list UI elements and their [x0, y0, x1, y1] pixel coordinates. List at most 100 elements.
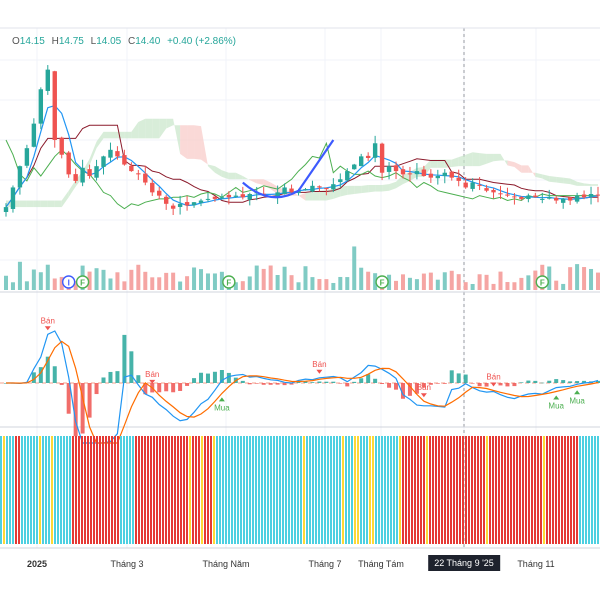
macd-histogram-bar: [554, 379, 559, 383]
strip-bar: [288, 436, 290, 544]
volume-bar: [199, 269, 204, 290]
volume-bar: [108, 278, 113, 290]
cloud-segment: [472, 152, 480, 167]
macd-histogram-bar: [226, 372, 231, 383]
strip-bar: [540, 436, 542, 544]
strip-bar: [168, 436, 170, 544]
candle-body: [24, 148, 30, 166]
macd-histogram-bar: [171, 383, 176, 393]
strip-bar: [588, 436, 590, 544]
crosshair-date-label: 22 Tháng 9 '25: [428, 555, 500, 571]
strip-bar: [195, 436, 197, 544]
strip-bar: [27, 436, 29, 544]
cloud-segment: [500, 153, 508, 166]
macd-histogram-bar: [164, 383, 169, 392]
volume-bar: [87, 271, 92, 290]
candle-body: [331, 184, 336, 190]
macd-histogram-bar: [143, 383, 148, 395]
cloud-segment: [221, 170, 229, 180]
cloud-segment: [103, 131, 111, 139]
volume-bar: [338, 276, 343, 290]
macd-histogram-bar: [575, 381, 580, 383]
strip-bar: [57, 436, 59, 544]
strip-bar: [240, 436, 242, 544]
macd-histogram-bar: [178, 383, 183, 391]
candle-body: [66, 152, 71, 175]
cloud-segment: [521, 165, 529, 173]
cloud-segment: [256, 179, 264, 185]
candle-body: [338, 179, 343, 183]
strip-bar: [192, 436, 194, 544]
candle-body: [554, 197, 559, 201]
low-label: L: [90, 36, 97, 47]
strip-bar: [597, 436, 599, 544]
strip-bar: [369, 436, 371, 544]
strip-bar: [372, 436, 374, 544]
cloud-segment: [451, 157, 459, 167]
candle-body: [226, 194, 232, 198]
strip-bar: [567, 436, 569, 544]
volume-bar: [428, 272, 433, 290]
macd-histogram-bar: [407, 383, 412, 396]
macd-histogram-bar: [568, 381, 573, 383]
strip-bar: [54, 436, 56, 544]
strip-bar: [198, 436, 200, 544]
volume-bar: [164, 272, 169, 290]
candle-body: [52, 71, 57, 140]
volume-bar: [310, 277, 315, 290]
strip-bar: [516, 436, 518, 544]
volume-bar: [240, 281, 245, 290]
strip-bar: [300, 436, 302, 544]
macd-histogram-bar: [80, 383, 85, 434]
volume-bar: [463, 282, 468, 290]
macd-histogram-bar: [533, 380, 538, 383]
volume-bar: [435, 279, 440, 290]
cloud-segment: [375, 185, 383, 192]
macd-histogram-bar: [94, 383, 99, 395]
candle-body: [143, 173, 148, 183]
candle-body: [456, 177, 461, 181]
strip-bar: [165, 436, 167, 544]
macd-signal-arrow-5: [490, 382, 497, 387]
strip-bar: [180, 436, 182, 544]
macd-histogram-bar: [526, 380, 531, 383]
macd-histogram-bar: [477, 383, 482, 387]
volume-bar: [178, 281, 183, 290]
macd-histogram-bar: [185, 383, 190, 386]
cloud-segment: [347, 185, 355, 195]
strip-bar: [546, 436, 548, 544]
strip-bar: [450, 436, 452, 544]
high-value: 14.75: [58, 36, 84, 47]
cloud-segment: [396, 175, 403, 189]
strip-bar: [414, 436, 416, 544]
candle-body: [560, 198, 566, 203]
strip-bar: [174, 436, 176, 544]
strip-bar: [0, 436, 2, 544]
macd-histogram-bar: [310, 382, 315, 383]
candle-body: [581, 194, 587, 198]
strip-bar: [459, 436, 461, 544]
volume-bar: [589, 268, 594, 290]
candle-body: [136, 173, 141, 175]
candle-body: [379, 143, 385, 173]
macd-histogram-bar: [442, 383, 447, 384]
cloud-segment: [54, 200, 62, 208]
candle-body: [198, 200, 204, 203]
volume-bar: [171, 272, 176, 290]
candle-body: [547, 197, 552, 199]
strip-bar: [75, 436, 77, 544]
macd-signal-label-1: Bán: [145, 370, 159, 379]
cloud-segment: [479, 153, 487, 167]
strip-bar: [537, 436, 539, 544]
cloud-segment: [528, 165, 536, 177]
strip-bar: [504, 436, 506, 544]
rounded-bottom-arc: [242, 139, 335, 199]
macd-histogram-bar: [428, 383, 433, 385]
cloud-segment: [61, 190, 69, 208]
strip-bar: [384, 436, 386, 544]
macd-histogram-bar: [596, 380, 600, 383]
volume-bar: [303, 266, 308, 290]
macd-histogram-bar: [275, 383, 280, 385]
strip-bar: [522, 436, 524, 544]
volume-bar: [101, 269, 106, 290]
